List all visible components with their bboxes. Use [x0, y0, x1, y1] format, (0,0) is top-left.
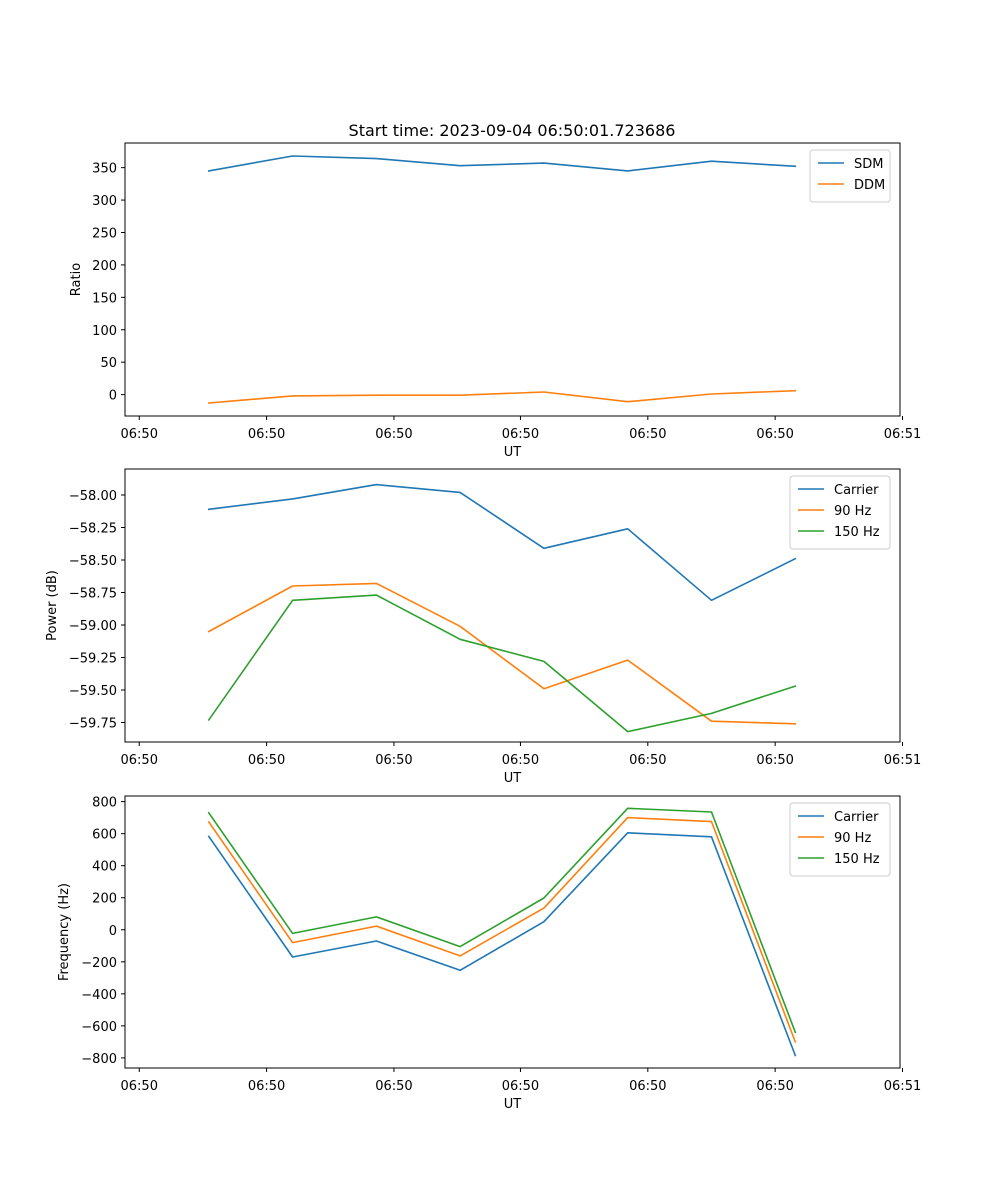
power-axes-frame — [124, 468, 901, 743]
frequency-x-tick-label: 06:50 — [756, 1079, 793, 1094]
frequency-legend-label: Carrier — [834, 810, 879, 825]
figure-title: Start time: 2023-09-04 06:50:01.723686 — [349, 121, 676, 140]
frequency-y-tick-label: −800 — [81, 1052, 117, 1067]
ratio-legend-label: SDM — [854, 157, 883, 172]
ratio-series-line-ddm — [207, 389, 797, 404]
frequency-series-line-150-hz — [207, 807, 797, 1034]
ratio-y-tick-label: 300 — [92, 194, 117, 209]
ratio-legend-label: DDM — [854, 178, 885, 193]
power-series-line-carrier — [207, 483, 797, 602]
frequency-x-tick-label: 06:50 — [629, 1079, 666, 1094]
ratio-y-tick-label: 250 — [92, 226, 117, 241]
frequency-y-tick-label: 200 — [92, 892, 117, 907]
ratio-y-tick-label: 350 — [92, 162, 117, 177]
power-x-tick-label: 06:50 — [375, 753, 412, 768]
power-series-line-150-hz — [207, 594, 797, 733]
power-y-tick-label: −58.25 — [69, 522, 117, 537]
frequency-x-tick-label: 06:50 — [121, 1079, 158, 1094]
power-legend-label: Carrier — [834, 483, 879, 498]
frequency-legend-label: 90 Hz — [834, 831, 871, 846]
power-y-tick-label: −58.00 — [69, 489, 117, 504]
frequency-legend-label: 150 Hz — [834, 852, 880, 867]
frequency-x-tick-label: 06:50 — [375, 1079, 412, 1094]
frequency-panel: 06:50 06:50 06:50 06:50 06:50 06:50 06:51 −800 −… — [57, 795, 921, 1112]
power-y-axis-label: Power (dB) — [45, 570, 60, 641]
power-x-tick-label: 06:50 — [756, 753, 793, 768]
frequency-y-tick-label: 0 — [109, 924, 117, 939]
ratio-y-tick-label: 100 — [92, 324, 117, 339]
power-y-tick-label: −59.00 — [69, 619, 117, 634]
ratio-y-tick-label: 0 — [109, 389, 117, 404]
frequency-x-tick-label: 06:50 — [248, 1079, 285, 1094]
ratio-x-tick-label: 06:50 — [629, 427, 666, 442]
frequency-series-line-90-hz — [207, 816, 797, 1043]
ratio-y-tick-label: 200 — [92, 259, 117, 274]
power-y-tick-label: −58.50 — [69, 554, 117, 569]
ratio-x-tick-label: 06:50 — [248, 427, 285, 442]
ratio-x-tick-label: 06:50 — [502, 427, 539, 442]
ratio-x-tick-label: 06:51 — [884, 427, 921, 442]
ratio-y-tick-label: 150 — [92, 291, 117, 306]
ratio-series-line-sdm — [207, 155, 797, 172]
frequency-axes-frame — [124, 795, 901, 1069]
ratio-x-axis-label: UT — [504, 445, 522, 460]
ratio-y-axis-label: Ratio — [69, 263, 84, 296]
power-legend-label: 150 Hz — [834, 525, 880, 540]
power-series-line-90-hz — [207, 582, 797, 725]
power-y-tick-label: −59.50 — [69, 684, 117, 699]
power-x-tick-label: 06:50 — [629, 753, 666, 768]
power-x-tick-label: 06:50 — [121, 753, 158, 768]
frequency-y-tick-label: 600 — [92, 828, 117, 843]
power-y-tick-label: −58.75 — [69, 587, 117, 602]
frequency-y-axis-label: Frequency (Hz) — [57, 883, 72, 981]
frequency-series-line-carrier — [207, 831, 797, 1057]
ratio-panel: 06:50 06:50 06:50 06:50 06:50 06:50 06:51 0 50 10… — [69, 142, 921, 460]
power-x-tick-label: 06:50 — [248, 753, 285, 768]
frequency-y-tick-label: 400 — [92, 860, 117, 875]
power-y-tick-label: −59.25 — [69, 652, 117, 667]
frequency-y-tick-label: 800 — [92, 796, 117, 811]
ratio-x-tick-label: 06:50 — [375, 427, 412, 442]
ratio-x-tick-label: 06:50 — [121, 427, 158, 442]
frequency-y-tick-label: −400 — [81, 988, 117, 1003]
power-x-axis-label: UT — [504, 771, 522, 786]
frequency-y-tick-label: −200 — [81, 956, 117, 971]
power-x-tick-label: 06:50 — [502, 753, 539, 768]
power-panel: 06:50 06:50 06:50 06:50 06:50 06:50 06:51 −59.7… — [45, 468, 921, 786]
power-legend-label: 90 Hz — [834, 504, 871, 519]
power-y-tick-label: −59.75 — [69, 717, 117, 732]
frequency-y-tick-label: −600 — [81, 1020, 117, 1035]
ratio-x-tick-label: 06:50 — [756, 427, 793, 442]
ratio-y-tick-label: 50 — [100, 356, 117, 371]
frequency-x-tick-label: 06:50 — [502, 1079, 539, 1094]
frequency-x-tick-label: 06:51 — [884, 1079, 921, 1094]
frequency-x-axis-label: UT — [504, 1097, 522, 1112]
power-x-tick-label: 06:51 — [884, 753, 921, 768]
ratio-axes-frame — [124, 142, 901, 417]
